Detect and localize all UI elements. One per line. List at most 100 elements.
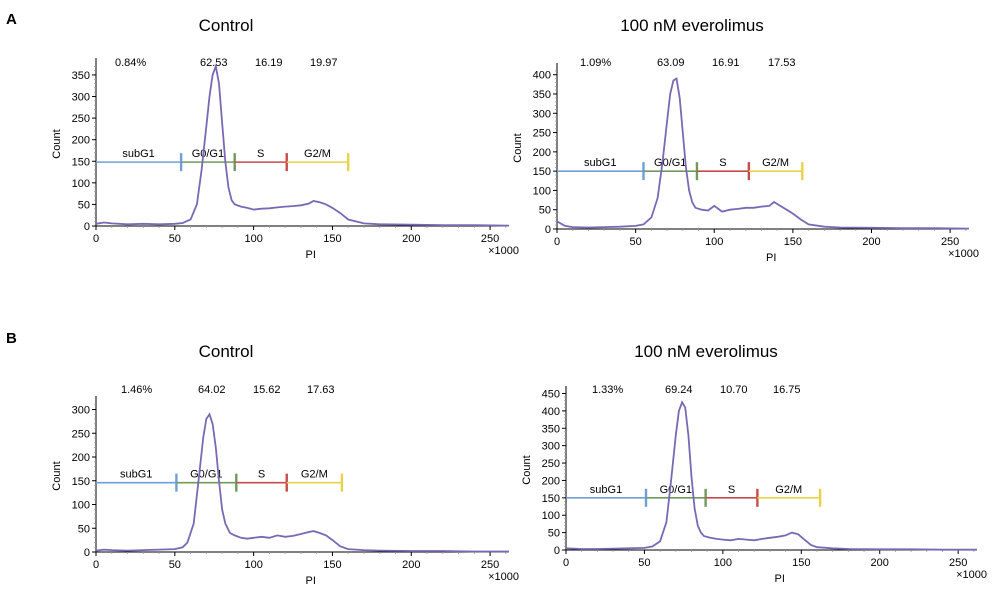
gate-label: S: [257, 148, 264, 160]
x-tick-label: 100: [244, 233, 262, 245]
gate-label: G2/M: [304, 148, 331, 160]
histogram-curve: [95, 412, 509, 553]
gate-label: G0/G1: [192, 148, 224, 160]
x-tick-label: 0: [563, 557, 569, 569]
y-axis-label: Count: [51, 461, 63, 490]
x-tick-label: 0: [93, 559, 99, 571]
gate-label: G0/G1: [660, 484, 692, 496]
x-tick-label: 50: [630, 236, 642, 248]
histogram-a-everolimus: 100 nM everolimus 1.09% 63.09 16.91 17.53 0 50…: [512, 16, 979, 264]
y-tick-label: 400: [542, 406, 560, 418]
y-axis-label: Count: [512, 133, 524, 162]
y-axis-label: Count: [521, 455, 533, 484]
histogram-b-control: Control 1.46% 64.02 15.62 17.63 0 50 100 150 200 2…: [51, 342, 519, 587]
gate-label: G2/M: [762, 157, 789, 169]
x-tick-label: 200: [402, 559, 420, 571]
y-tick-label: 350: [533, 89, 551, 101]
y-tick-label: 300: [533, 108, 551, 120]
histogram-curve: [556, 77, 970, 230]
x-axis-multiplier: ×1000: [948, 248, 979, 260]
percentage-label: 63.09: [657, 57, 685, 69]
y-tick-label: 100: [533, 185, 551, 197]
y-tick-label: 50: [539, 205, 551, 217]
x-tick-label: 250: [949, 557, 967, 569]
y-tick-label: 0: [84, 547, 90, 559]
x-tick-label: 200: [862, 236, 880, 248]
x-axis-label: PI: [775, 573, 785, 585]
histogram-b-everolimus: 100 nM everolimus 1.33% 69.24 10.70 16.75 0 50…: [521, 342, 987, 585]
gate-label: subG1: [590, 484, 622, 496]
histogram-curve: [565, 400, 977, 551]
percentage-label: 15.62: [253, 384, 281, 396]
percentage-label: 0.84%: [115, 57, 146, 69]
percentage-label: 1.09%: [580, 57, 611, 69]
panel-letter-a: A: [6, 11, 17, 28]
gate-label: subG1: [584, 157, 616, 169]
y-tick-label: 250: [533, 128, 551, 140]
y-tick-label: 250: [542, 458, 560, 470]
y-tick-label: 0: [84, 221, 90, 233]
x-tick-label: 0: [93, 233, 99, 245]
y-tick-label: 150: [72, 156, 90, 168]
x-tick-label: 100: [705, 236, 723, 248]
y-tick-label: 150: [542, 493, 560, 505]
panel-letter-b: B: [6, 330, 17, 347]
percentage-label: 19.97: [310, 57, 338, 69]
x-axis-label: PI: [306, 575, 316, 587]
x-tick-label: 150: [323, 233, 341, 245]
x-tick-label: 150: [323, 559, 341, 571]
gate-label: S: [728, 484, 735, 496]
y-tick-label: 300: [72, 92, 90, 104]
x-axis-multiplier: ×1000: [488, 571, 519, 583]
gate-label: G2/M: [775, 484, 802, 496]
y-tick-label: 300: [72, 405, 90, 417]
gate-label: subG1: [122, 148, 154, 160]
y-tick-label: 300: [542, 441, 560, 453]
percentage-label: 16.19: [255, 57, 283, 69]
chart-title: Control: [199, 16, 254, 35]
x-tick-label: 200: [402, 233, 420, 245]
x-tick-label: 150: [784, 236, 802, 248]
y-tick-label: 150: [533, 166, 551, 178]
x-tick-label: 50: [169, 559, 181, 571]
gate-label: S: [258, 469, 265, 481]
x-tick-label: 0: [554, 236, 560, 248]
y-tick-label: 200: [533, 147, 551, 159]
chart-title: 100 nM everolimus: [620, 16, 764, 35]
x-tick-label: 250: [481, 233, 499, 245]
y-tick-label: 0: [545, 224, 551, 236]
chart-title: 100 nM everolimus: [634, 342, 778, 361]
percentage-label: 1.46%: [121, 384, 152, 396]
histogram-curve: [95, 62, 510, 227]
x-axis-label: PI: [306, 249, 316, 261]
y-tick-label: 100: [72, 178, 90, 190]
x-tick-label: 150: [792, 557, 810, 569]
gate-label: G2/M: [301, 469, 328, 481]
x-tick-label: 100: [244, 559, 262, 571]
percentage-label: 69.24: [665, 384, 693, 396]
y-tick-label: 100: [542, 510, 560, 522]
gate-label: G0/G1: [654, 157, 686, 169]
histogram-a-control: Control 0.84% 62.53 16.19 19.97 0 50 100 150 200 2…: [51, 16, 519, 261]
gate-label: subG1: [120, 469, 152, 481]
percentage-label: 1.33%: [592, 384, 623, 396]
y-tick-label: 400: [533, 70, 551, 82]
x-tick-label: 250: [941, 236, 959, 248]
y-tick-label: 150: [72, 476, 90, 488]
percentage-label: 17.53: [768, 57, 796, 69]
x-axis-multiplier: ×1000: [956, 569, 987, 581]
y-tick-label: 450: [542, 388, 560, 400]
y-tick-label: 200: [72, 452, 90, 464]
x-tick-label: 50: [169, 233, 181, 245]
x-tick-label: 50: [638, 557, 650, 569]
percentage-label: 64.02: [198, 384, 226, 396]
x-axis-label: PI: [766, 252, 776, 264]
y-tick-label: 50: [78, 523, 90, 535]
y-tick-label: 100: [72, 500, 90, 512]
y-tick-label: 350: [542, 423, 560, 435]
x-tick-label: 100: [714, 557, 732, 569]
x-tick-label: 250: [481, 559, 499, 571]
y-tick-label: 250: [72, 113, 90, 125]
y-tick-label: 200: [72, 135, 90, 147]
y-tick-label: 200: [542, 475, 560, 487]
